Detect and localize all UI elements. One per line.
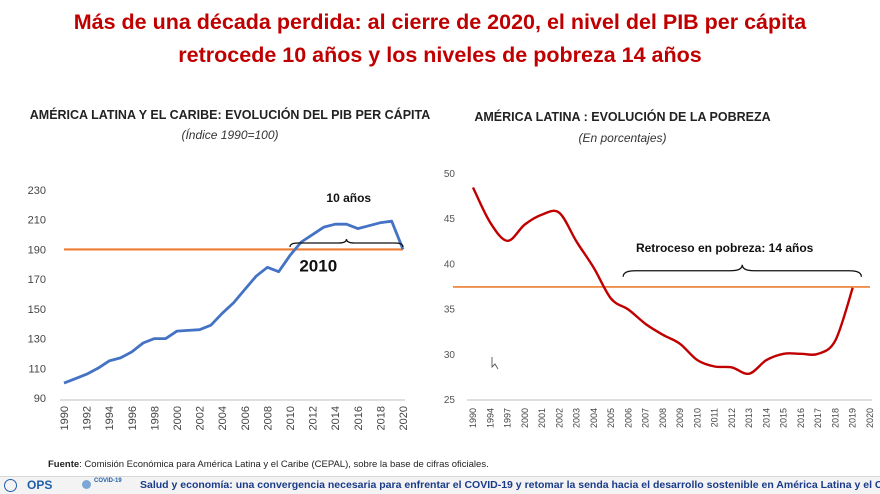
footer-bar: OPS COVID-19 Salud y economía: una conve…	[0, 476, 880, 494]
poverty-x-tick-label: 2008	[658, 408, 668, 428]
poverty-x-tick-label: 2000	[520, 408, 530, 428]
poverty-series-line	[471, 186, 854, 376]
gdp-x-tick-label: 1990	[59, 406, 71, 430]
gdp-x-tick-label: 2008	[262, 406, 274, 430]
gdp-y-tick-label: 150	[28, 304, 46, 316]
poverty-x-tick-label: 2004	[589, 408, 599, 428]
source-text: : Comisión Económica para América Latina…	[79, 459, 489, 470]
poverty-x-tick-label: 2015	[779, 408, 789, 428]
poverty-y-tick-label: 30	[444, 350, 456, 361]
poverty-x-tick-label: 1990	[468, 408, 478, 428]
gdp-y-tick-label: 90	[34, 393, 46, 405]
poverty-x-tick-label: 2018	[830, 408, 840, 428]
gdp-x-tick-label: 2014	[330, 406, 342, 430]
main-title-line1: Más de una década perdida: al cierre de …	[73, 10, 807, 34]
poverty-y-tick-label: 45	[444, 214, 456, 225]
gdp-x-tick-label: 2010	[285, 406, 297, 430]
gdp-annotation-2010: 2010	[299, 257, 337, 276]
poverty-x-tick-label: 2006	[623, 408, 633, 428]
poverty-x-tick-label: 2010	[692, 408, 702, 428]
poverty-fourteen-years-brace	[622, 264, 863, 277]
gdp-chart-subtitle: (Índice 1990=100)	[181, 128, 279, 142]
covid-label: COVID-19	[94, 478, 122, 484]
main-title-line2: retrocede 10 años y los niveles de pobre…	[178, 43, 702, 67]
poverty-x-tick-label: 2014	[761, 408, 771, 428]
footer-text: Salud y economía: una convergencia neces…	[140, 479, 880, 491]
gdp-x-tick-label: 2000	[172, 406, 184, 430]
gdp-x-tick-label: 1992	[82, 406, 94, 430]
poverty-y-tick-label: 35	[444, 305, 456, 316]
poverty-x-tick-label: 2012	[727, 408, 737, 428]
poverty-x-tick-label: 2019	[848, 408, 858, 428]
main-title: Más de una década perdida: al cierre de …	[0, 6, 880, 72]
gdp-x-tick-label: 2020	[398, 406, 410, 430]
poverty-y-tick-label: 40	[444, 259, 456, 270]
gdp-x-tick-label: 2012	[308, 406, 320, 430]
gdp-y-tick-label: 210	[28, 215, 46, 227]
poverty-x-tick-label: 2002	[554, 408, 564, 428]
gdp-x-tick-label: 2016	[353, 406, 365, 430]
poverty-y-tick-label: 50	[444, 169, 456, 180]
gdp-per-capita-chart: 90 110 130 150 170 190 210 230 1990 1992 1994 1996 1…	[28, 185, 410, 430]
poverty-y-tick-label: 25	[444, 395, 456, 406]
ops-logo: OPS	[27, 478, 53, 492]
gdp-x-tick-label: 2002	[195, 406, 207, 430]
covid-virus-icon	[82, 480, 91, 489]
poverty-x-tick-label: 2011	[710, 408, 720, 427]
poverty-x-tick-label: 2016	[796, 408, 806, 428]
gdp-x-tick-label: 1998	[149, 406, 161, 430]
poverty-x-tick-label: 2003	[572, 408, 582, 428]
poverty-x-tick-label: 2007	[641, 408, 651, 428]
poverty-chart: 25 30 35 40 45 50 1990 1994 1997 2000 2001 2002 2003…	[444, 169, 875, 428]
poverty-annotation: Retroceso en pobreza: 14 años	[636, 241, 814, 255]
un-emblem-icon	[4, 479, 17, 492]
poverty-x-tick-label: 2013	[744, 408, 754, 428]
gdp-y-tick-label: 230	[28, 185, 46, 197]
poverty-x-tick-label: 1997	[503, 408, 513, 428]
gdp-series-line	[63, 219, 405, 385]
poverty-x-tick-label: 1994	[485, 408, 495, 428]
gdp-y-tick-label: 130	[28, 334, 46, 346]
mouse-cursor-icon	[491, 357, 499, 370]
gdp-annotation-ten-years: 10 años	[326, 191, 371, 205]
poverty-x-tick-label: 2001	[537, 408, 547, 428]
poverty-x-tick-label: 2020	[865, 408, 875, 428]
poverty-chart-subtitle: (En porcentajes)	[578, 131, 667, 145]
poverty-x-tick-label: 2005	[606, 408, 616, 428]
gdp-y-tick-label: 110	[28, 363, 46, 375]
source-label: Fuente	[48, 459, 80, 470]
gdp-x-tick-label: 1994	[104, 406, 116, 430]
gdp-chart-title: AMÉRICA LATINA Y EL CARIBE: EVOLUCIÓN DE…	[29, 108, 431, 122]
gdp-x-tick-label: 2004	[217, 406, 229, 430]
gdp-y-tick-label: 190	[28, 244, 46, 256]
poverty-x-tick-label: 2009	[675, 408, 685, 428]
gdp-x-tick-label: 1996	[127, 406, 139, 430]
gdp-y-tick-label: 170	[28, 274, 46, 286]
poverty-chart-title: AMÉRICA LATINA : EVOLUCIÓN DE LA POBREZA	[474, 110, 771, 124]
poverty-x-tick-label: 2017	[813, 408, 823, 428]
source-note: Fuente: Comisión Económica para América …	[48, 459, 489, 470]
gdp-x-tick-label: 2018	[375, 406, 387, 430]
gdp-x-tick-label: 2006	[240, 406, 252, 430]
